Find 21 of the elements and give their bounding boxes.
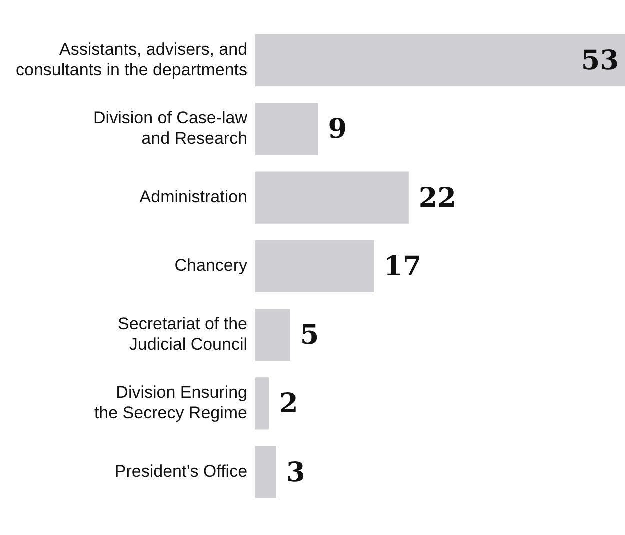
- y-tick-label: Chancery: [174, 256, 248, 276]
- y-tick-label: Division Ensuring the Secrecy Regime: [94, 383, 248, 423]
- y-tick-label: Division of Case-law and Research: [94, 108, 248, 148]
- bar: [256, 446, 276, 498]
- y-tick-label: President’s Office: [114, 462, 248, 481]
- bar: [256, 308, 290, 362]
- data-label: 53: [581, 46, 619, 77]
- data-label: 22: [418, 182, 456, 214]
- y-tick-label: Administration: [140, 187, 248, 206]
- data-label: 3: [286, 457, 306, 488]
- y-tick-label: Secretariat of the Judicial Council: [118, 314, 248, 354]
- y-tick-label: Assistants, advisers, and consultants in the departments: [16, 40, 248, 80]
- data-label: 5: [300, 320, 320, 352]
- bar: [256, 103, 318, 156]
- data-label: 2: [279, 388, 298, 420]
- data-label: 9: [328, 114, 348, 146]
- bar: [256, 34, 625, 87]
- bar: [256, 240, 374, 292]
- bar: [256, 378, 270, 430]
- data-label: 17: [384, 251, 422, 282]
- bar: [256, 172, 409, 224]
